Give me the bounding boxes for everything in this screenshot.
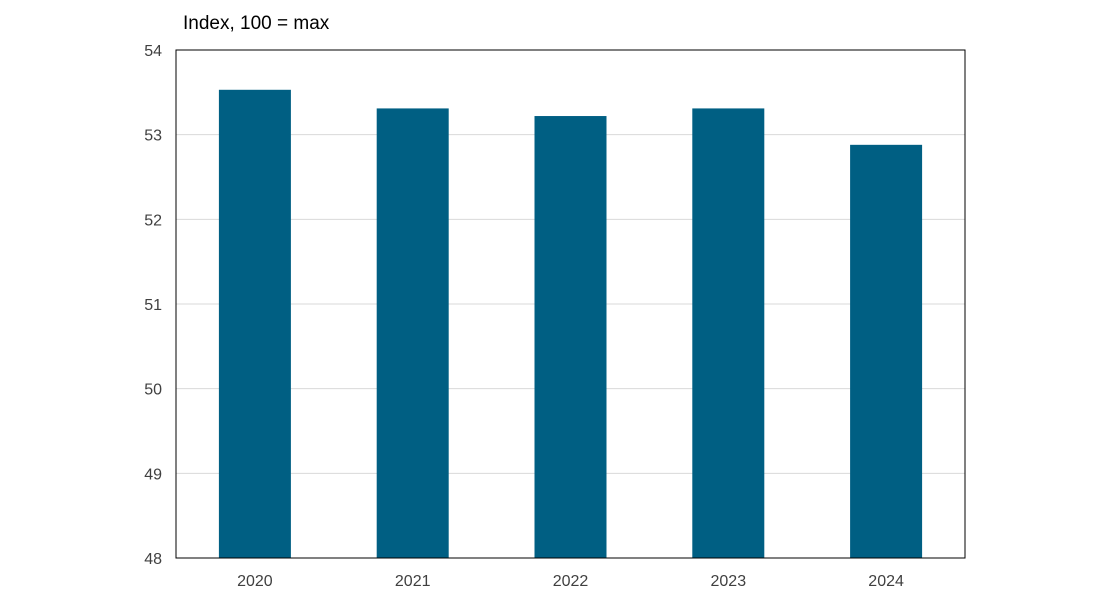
x-tick-label: 2022 [553, 573, 589, 590]
x-tick-label: 2021 [395, 573, 431, 590]
y-tick-label: 52 [144, 212, 162, 229]
y-tick-label: 53 [144, 128, 162, 145]
x-tick-label: 2023 [711, 573, 747, 590]
bars [218, 89, 923, 559]
bar-2020 [218, 89, 291, 558]
y-tick-label: 49 [144, 466, 162, 483]
y-tick-label: 51 [144, 297, 162, 314]
y-tick-label: 48 [144, 551, 162, 568]
bar-2021 [376, 108, 449, 559]
y-tick-label: 50 [144, 382, 162, 399]
y-axis-label: Index, 100 = max [183, 13, 330, 34]
bar-2023 [692, 108, 765, 559]
bar-2022 [534, 116, 607, 558]
x-tick-label: 2020 [237, 573, 273, 590]
x-tick-label: 2024 [868, 573, 904, 590]
y-axis-ticks: 48 49 50 51 52 53 54 [144, 43, 162, 568]
plot-frame [175, 49, 966, 559]
bar-2024 [850, 144, 923, 558]
y-tick-label: 54 [144, 43, 162, 60]
x-axis-ticks: 2020 2021 2022 2023 2024 [237, 573, 904, 590]
